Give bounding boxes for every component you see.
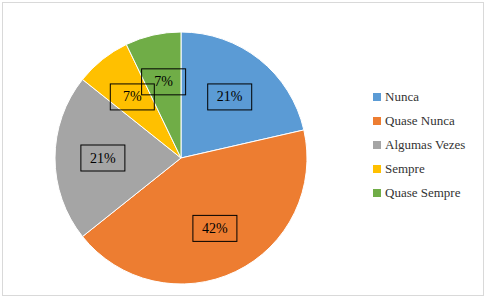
html-text:Quase Sempre: Quase Sempre (385, 185, 461, 200)
svg-text:21%: 21% (217, 89, 243, 104)
html-text:Sempre: Sempre (385, 161, 425, 176)
svg-text:42%: 42% (202, 221, 228, 236)
html-text:Quase Nunca: Quase Nunca (385, 113, 455, 128)
svg-text:7%: 7% (123, 89, 142, 104)
html-text:Nunca: Nunca (385, 89, 419, 104)
html-text:Algumas Vezes: Algumas Vezes (385, 137, 466, 152)
svg-text:21%: 21% (90, 151, 116, 166)
svg-text:7%: 7% (154, 74, 173, 89)
